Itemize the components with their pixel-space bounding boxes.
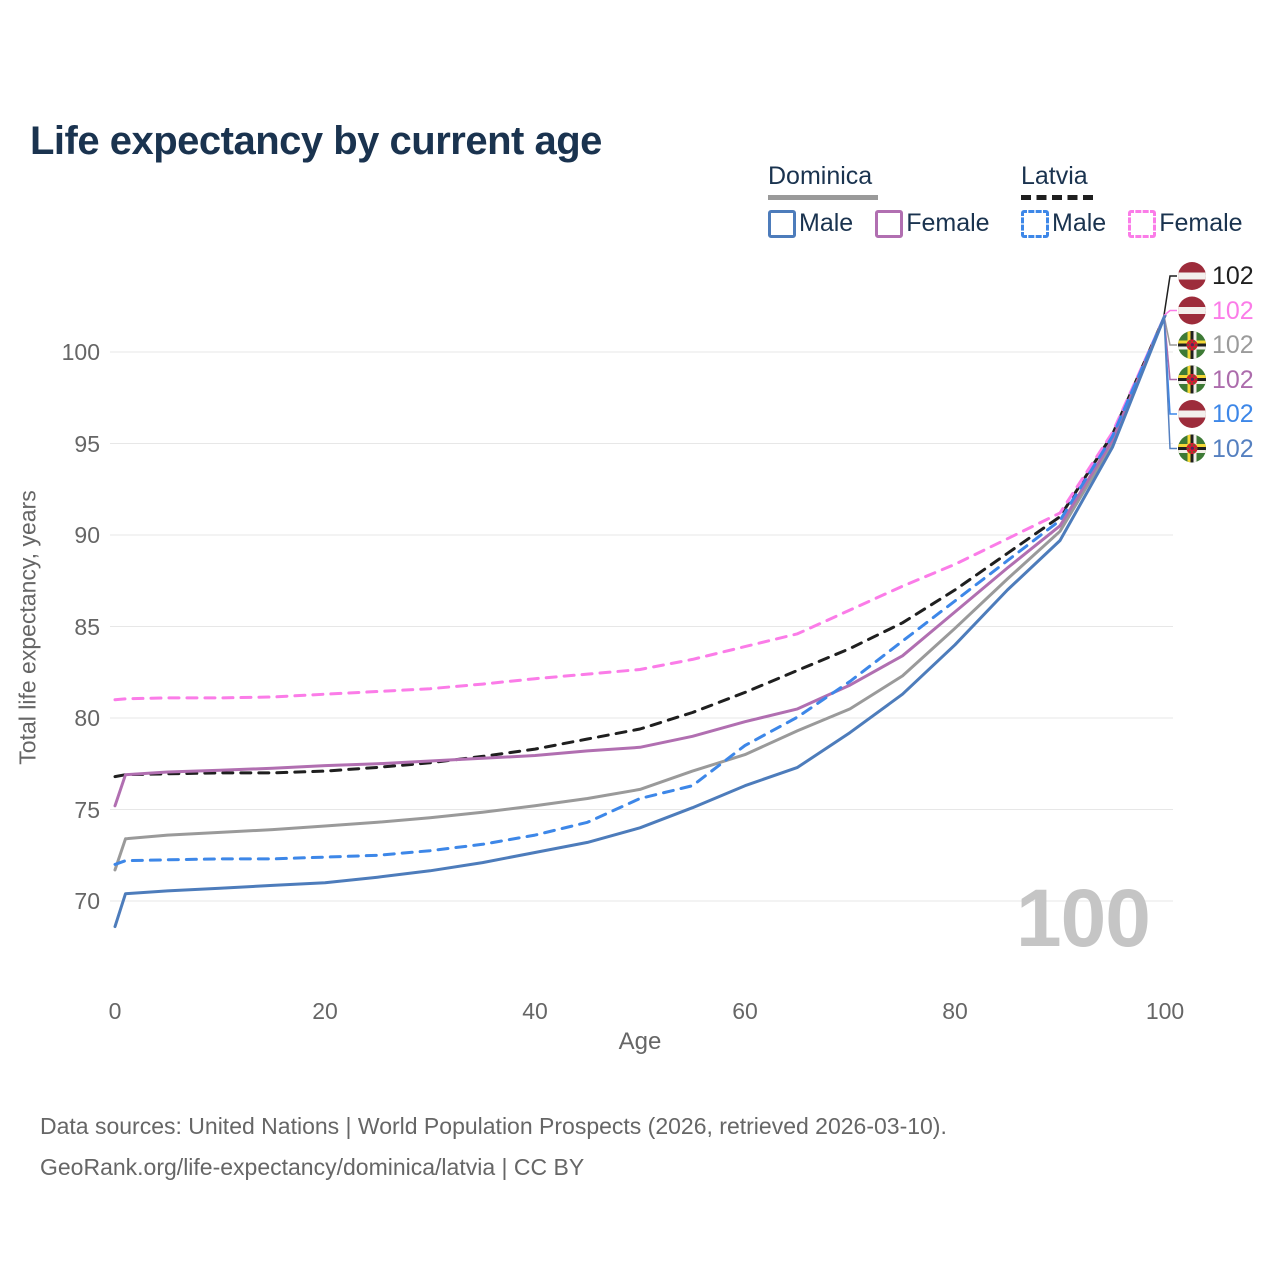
- leader-line-latvia-all: [1163, 275, 1177, 316]
- series-line-dominica-all: [113, 313, 1167, 872]
- latvia-flag-icon: [1178, 296, 1206, 325]
- age-counter-watermark: 100: [1016, 873, 1151, 964]
- legend-item-latvia-female[interactable]: Female: [1128, 209, 1243, 238]
- data-sources-line: Data sources: United Nations | World Pop…: [40, 1113, 947, 1139]
- legend-label-dominica-female: Female: [906, 209, 990, 237]
- series-line-dominica-female: [113, 313, 1167, 808]
- dominica-flag-icon: [1178, 365, 1206, 394]
- leader-line-dominica-male: [1163, 315, 1177, 450]
- checkbox-latvia-male-icon[interactable]: [1021, 209, 1049, 238]
- dominica-flag-icon: [1178, 434, 1206, 463]
- series-line-latvia-male: [113, 313, 1167, 866]
- legend-country-latvia: Latvia: [1021, 162, 1088, 190]
- legend-item-dominica-female[interactable]: Female: [875, 209, 990, 238]
- leader-line-dominica-all: [1163, 315, 1177, 346]
- dominica-flag-icon: [1178, 331, 1206, 359]
- legend-group-dominica: Dominica Male Female: [768, 162, 990, 238]
- checkbox-dominica-male-icon[interactable]: [768, 209, 796, 238]
- series-line-latvia-all: [113, 313, 1167, 779]
- legend-group-latvia: Latvia Male Female: [1021, 162, 1243, 238]
- license-line: GeoRank.org/life-expectancy/dominica/lat…: [40, 1153, 585, 1180]
- legend-item-latvia-male[interactable]: Male: [1021, 209, 1106, 238]
- dominica-solid-line-swatch: [768, 195, 878, 200]
- attribution-footer: Data sources: United Nations | World Pop…: [40, 1106, 947, 1188]
- checkbox-latvia-female-icon[interactable]: [1128, 209, 1157, 238]
- page-title: Life expectancy by current age: [30, 118, 602, 163]
- latvia-flag-icon: [1178, 400, 1206, 428]
- checkbox-dominica-female-icon[interactable]: [875, 209, 904, 238]
- leader-line-latvia-female: [1163, 309, 1177, 316]
- series-line-dominica-male: [113, 313, 1167, 929]
- legend-item-dominica-male[interactable]: Male: [768, 209, 853, 238]
- latvia-dashed-line-swatch: [1021, 195, 1093, 200]
- legend-label-latvia-male: Male: [1052, 209, 1107, 237]
- latvia-flag-icon: [1178, 262, 1206, 290]
- legend-country-dominica: Dominica: [768, 162, 873, 190]
- legend-label-latvia-female: Female: [1159, 209, 1243, 237]
- legend-label-dominica-male: Male: [799, 209, 854, 237]
- series-line-latvia-female: [113, 313, 1167, 702]
